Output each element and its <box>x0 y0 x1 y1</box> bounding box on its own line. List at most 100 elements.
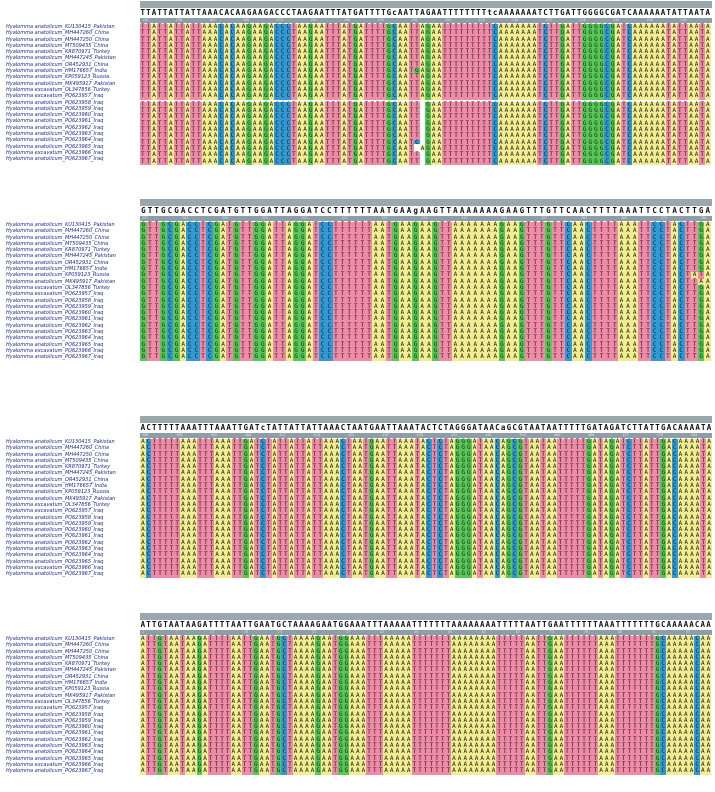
base-cell: G <box>173 221 180 229</box>
base-cell: C <box>492 126 498 134</box>
base-cell: A <box>402 29 409 37</box>
consensus-base: t <box>487 8 492 17</box>
base-cell: T <box>231 450 238 458</box>
base-cell: G <box>159 334 167 342</box>
base-cell: T <box>162 138 168 146</box>
tick-label: 460 <box>553 433 561 437</box>
base-cell: A <box>268 35 275 43</box>
base-cell: T <box>598 258 605 267</box>
base-cell: T <box>531 309 539 317</box>
consensus-base: A <box>313 8 319 17</box>
base-cell: A <box>405 346 413 355</box>
base-cell: T <box>162 113 168 121</box>
base-cell: T <box>265 444 272 452</box>
base-cell: T <box>475 23 482 31</box>
base-cell: A <box>511 309 519 317</box>
base-cell: A <box>167 144 174 153</box>
base-cell: T <box>246 321 253 330</box>
base-cell: T <box>699 73 705 81</box>
base-cell: T <box>145 79 152 87</box>
base-cell: T <box>365 258 373 267</box>
sequence-name: Hyalomma anatolicum_PQ623964_Iraq <box>6 552 104 559</box>
base-cell: A <box>207 157 213 165</box>
base-cell: A <box>514 144 521 153</box>
base-cell: A <box>498 126 504 134</box>
base-cell: T <box>453 92 459 100</box>
base-cell: G <box>545 315 552 323</box>
base-cell: G <box>232 296 240 304</box>
base-cell: T <box>153 290 160 298</box>
base-cell: A <box>693 119 700 128</box>
base-cell: T <box>179 119 185 128</box>
base-cell: A <box>551 444 558 452</box>
base-cell: A <box>257 113 264 121</box>
base-cell: G <box>292 309 300 317</box>
base-cell: A <box>637 85 644 94</box>
base-cell: C <box>604 67 610 75</box>
base-cell: A <box>565 35 571 43</box>
base-cell: T <box>699 67 705 75</box>
base-cell: A <box>578 328 585 336</box>
base-cell: A <box>201 157 208 165</box>
base-cell: G <box>307 73 314 81</box>
base-cell: T <box>570 138 577 146</box>
base-cell: A <box>704 227 712 235</box>
base-cell: C <box>193 334 200 342</box>
base-cell: T <box>445 271 453 279</box>
base-cell: C <box>325 334 333 342</box>
base-cell: A <box>425 277 433 285</box>
base-cell: A <box>430 119 437 128</box>
base-cell: G <box>432 252 439 260</box>
base-cell: T <box>140 23 146 31</box>
base-cell: T <box>239 328 247 336</box>
base-cell: A <box>511 296 519 304</box>
base-cell: T <box>291 138 297 146</box>
base-cell: C <box>542 151 549 159</box>
base-cell: G <box>232 277 240 285</box>
base-cell: C <box>218 41 224 50</box>
base-cell: G <box>587 67 594 75</box>
base-cell: A <box>693 144 700 153</box>
consensus-base: A <box>565 8 571 17</box>
base-cell: T <box>279 252 287 260</box>
base-cell: A <box>151 48 157 56</box>
base-cell: A <box>185 450 192 458</box>
consensus-base: T <box>266 423 271 432</box>
base-cell: G <box>412 283 419 292</box>
consensus-base: T <box>277 423 283 432</box>
base-cell: A <box>398 227 406 235</box>
base-cell: T <box>202 444 209 452</box>
base-cell: A <box>505 334 512 342</box>
base-cell: G <box>581 29 588 37</box>
base-cell: T <box>156 151 163 159</box>
base-cell: A <box>660 107 666 115</box>
base-cell: T <box>604 252 612 260</box>
base-cell: G <box>545 328 552 336</box>
base-cell: A <box>266 271 273 279</box>
base-cell: A <box>251 67 258 75</box>
base-cell: G <box>259 246 267 254</box>
base-cell: A <box>465 309 473 317</box>
base-cell: G <box>598 119 605 128</box>
base-cell: T <box>598 296 605 304</box>
base-cell: T <box>239 334 247 342</box>
base-cell: G <box>307 144 314 153</box>
base-cell: G <box>307 151 314 159</box>
base-cell: C <box>229 67 236 75</box>
base-cell: A <box>268 138 275 146</box>
base-cell: T <box>464 67 471 75</box>
base-cell: T <box>682 48 689 56</box>
base-cell: C <box>626 48 633 56</box>
consensus-base: A <box>307 206 312 215</box>
base-cell: T <box>691 302 698 311</box>
base-cell: C <box>186 271 194 279</box>
base-cell: T <box>486 67 493 75</box>
base-cell: T <box>475 73 482 81</box>
base-cell: T <box>470 92 476 100</box>
base-cell: T <box>179 132 185 140</box>
base-cell: A <box>615 100 622 109</box>
sequence-name: Hyalomma anatolicum_PQ623963_Iraq <box>6 329 104 336</box>
consensus-base: A <box>649 8 655 17</box>
consensus-base: T <box>169 423 174 432</box>
